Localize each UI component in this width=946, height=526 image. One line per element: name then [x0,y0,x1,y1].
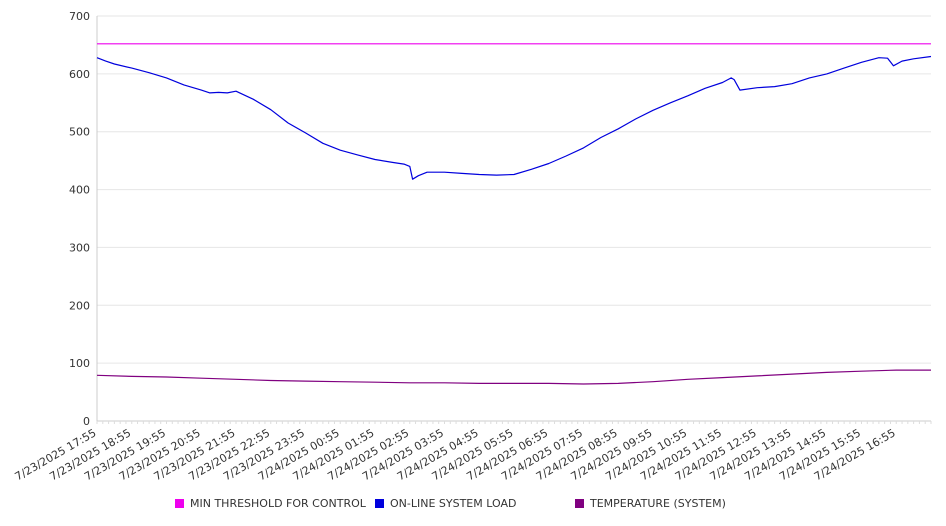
y-tick-label: 0 [83,415,90,428]
legend: MIN THRESHOLD FOR CONTROL ON-LINE SYSTEM… [0,497,946,515]
legend-item-threshold: MIN THRESHOLD FOR CONTROL [175,497,366,510]
legend-item-system-load: ON-LINE SYSTEM LOAD [375,497,516,510]
series-lines [96,43,932,385]
legend-label-threshold: MIN THRESHOLD FOR CONTROL [190,497,366,510]
legend-swatch-threshold [175,499,184,508]
y-tick-label: 200 [69,299,90,312]
y-tick-labels: 0 100 200 300 400 500 600 700 [69,10,90,428]
legend-swatch-temperature [575,499,584,508]
legend-label-system-load: ON-LINE SYSTEM LOAD [390,497,517,510]
y-tick-label: 700 [69,10,90,23]
y-tick-label: 300 [69,241,90,254]
series-line-temperature-system [96,369,931,385]
gridlines [97,15,931,364]
y-tick-label: 400 [69,184,90,197]
axes [96,16,932,424]
y-tick-label: 500 [69,126,90,139]
series-line-on-line-system-load [96,55,932,180]
y-tick-label: 100 [69,357,90,370]
y-tick-label: 600 [69,68,90,81]
legend-label-temperature: TEMPERATURE (SYSTEM) [590,497,726,510]
x-tick-labels: 7/23/2025 17:557/23/2025 18:557/23/2025 … [13,426,898,483]
legend-swatch-system-load [375,499,384,508]
legend-item-temperature: TEMPERATURE (SYSTEM) [575,497,726,510]
